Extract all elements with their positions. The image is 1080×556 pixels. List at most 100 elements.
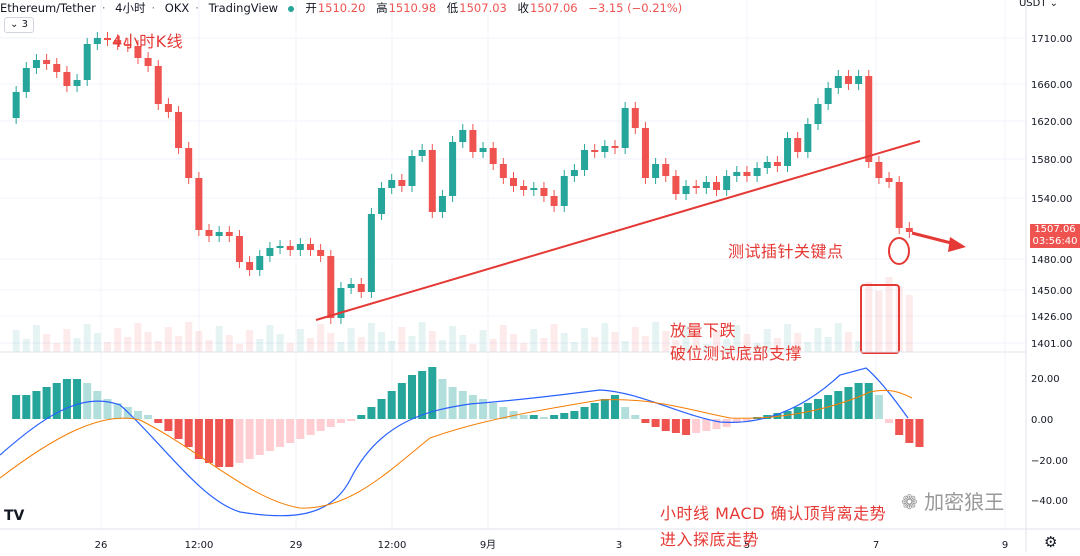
volume-bar <box>591 337 599 352</box>
volume-bar <box>43 334 51 352</box>
macd-histogram-bar <box>661 419 670 431</box>
candle-body <box>73 80 81 86</box>
macd-histogram-bar <box>590 403 599 419</box>
candle-body <box>22 68 30 92</box>
candle-body <box>713 182 720 190</box>
candle-body <box>93 38 101 44</box>
last-price: 1507.06 <box>1034 224 1076 235</box>
volume-bar <box>469 344 477 352</box>
candle-body <box>144 58 152 66</box>
currency-label[interactable]: USDT ⌄ <box>1019 0 1058 9</box>
volume-bar <box>215 326 223 352</box>
platform: TradingView <box>208 1 279 15</box>
candle-body <box>418 150 426 156</box>
candle-body <box>885 178 893 182</box>
volume-bar <box>733 325 741 352</box>
candle-body <box>104 38 111 40</box>
macd-axis[interactable]: 20.00 0.00 −20.00 −40.00 <box>1031 374 1068 507</box>
candle-body <box>682 186 690 194</box>
indicator-count-badge[interactable]: ⌄ 3 <box>4 17 34 33</box>
volume-bar <box>235 344 243 352</box>
candle-body <box>753 168 761 176</box>
macd-histogram-bar <box>844 387 853 419</box>
macd-histogram-bar <box>154 419 163 423</box>
candle-body <box>449 142 457 196</box>
candle-body <box>438 196 446 212</box>
macd-histogram-bar <box>641 419 650 423</box>
macd-histogram-bar <box>479 399 488 419</box>
volume-bar <box>510 334 517 352</box>
volume-bar <box>337 342 345 352</box>
volume-bar <box>73 338 81 352</box>
candle-body <box>834 76 842 88</box>
candle-body <box>175 112 183 148</box>
volume-bar <box>134 323 142 352</box>
volume-bar <box>266 325 274 352</box>
chevron-down-icon: ⌄ <box>1046 0 1058 9</box>
symbol-name[interactable]: Ethereum/Tether <box>0 1 96 15</box>
candle-body <box>794 138 802 152</box>
candle-body <box>327 256 335 318</box>
candle-body <box>581 150 589 170</box>
candle-body <box>530 188 538 190</box>
support-trend-line <box>315 140 921 321</box>
volume-bar <box>865 282 873 352</box>
macd-histogram-bar <box>62 379 71 419</box>
volume-bar <box>164 327 172 352</box>
price-tick-label: 1450.00 <box>1031 286 1072 297</box>
macd-histogram-bar <box>489 403 498 419</box>
watermark-text: 加密狼王 <box>924 490 1005 514</box>
price-axis[interactable]: 1710.00 1660.00 1620.00 1580.00 1540.00 1480.… <box>1031 34 1072 350</box>
tradingview-logo-icon[interactable]: TV <box>4 508 25 524</box>
grid <box>0 0 1026 529</box>
macd-histogram-bar <box>276 419 285 447</box>
candle-body <box>540 188 548 196</box>
time-axis[interactable]: 26 12:00 29 12:00 9月 3 5 7 9 <box>95 539 1009 551</box>
volume-bar <box>682 326 690 352</box>
volume-bar <box>144 332 152 352</box>
candle-body <box>63 72 71 86</box>
time-tick-label: 9 <box>1002 540 1008 551</box>
chart-header: Ethereum/Tether · 4小时 · OKX · TradingView 开… <box>0 1 683 15</box>
volume-bars <box>12 277 913 352</box>
candle-body <box>154 66 162 104</box>
candle-body <box>814 104 822 124</box>
candle-body <box>205 230 213 236</box>
candle-body <box>357 284 365 292</box>
volume-bar <box>672 340 680 352</box>
volume-bar <box>631 327 639 352</box>
volume-bar <box>225 335 233 352</box>
candle-body <box>905 228 913 232</box>
macd-histogram-bar <box>509 411 518 419</box>
macd-histogram-bar <box>539 417 548 419</box>
macd-line <box>0 367 909 517</box>
watermark: ❁ 加密狼王 <box>901 486 1004 515</box>
candle-body <box>692 186 700 188</box>
candle-body <box>763 162 771 168</box>
volume-bar <box>489 339 497 352</box>
macd-histogram-bar <box>255 419 264 455</box>
macd-histogram-bar <box>621 407 630 419</box>
candle-body <box>844 76 852 84</box>
macd-histogram-bar <box>103 399 112 419</box>
volume-bar <box>804 342 812 352</box>
price-tick-label: 1401.00 <box>1031 339 1072 350</box>
volume-bar <box>753 343 761 352</box>
candle-body <box>246 262 254 270</box>
test-pin-annotation: 测试插针关键点 <box>728 242 844 261</box>
macd-histogram-bar <box>742 419 751 421</box>
candle-body <box>256 256 264 270</box>
interval[interactable]: 4小时 <box>115 1 146 15</box>
volume-bar <box>317 324 325 352</box>
candle-body <box>83 44 91 80</box>
volume-bar <box>53 343 61 352</box>
macd-histogram-bar <box>468 395 477 419</box>
volume-bar <box>327 333 335 352</box>
price-tick-label: 1540.00 <box>1031 194 1072 205</box>
gear-icon[interactable]: ⚙ <box>1044 533 1058 551</box>
candle-body <box>672 176 680 194</box>
candle-body <box>479 148 487 152</box>
macd-histogram-bar <box>296 419 305 439</box>
